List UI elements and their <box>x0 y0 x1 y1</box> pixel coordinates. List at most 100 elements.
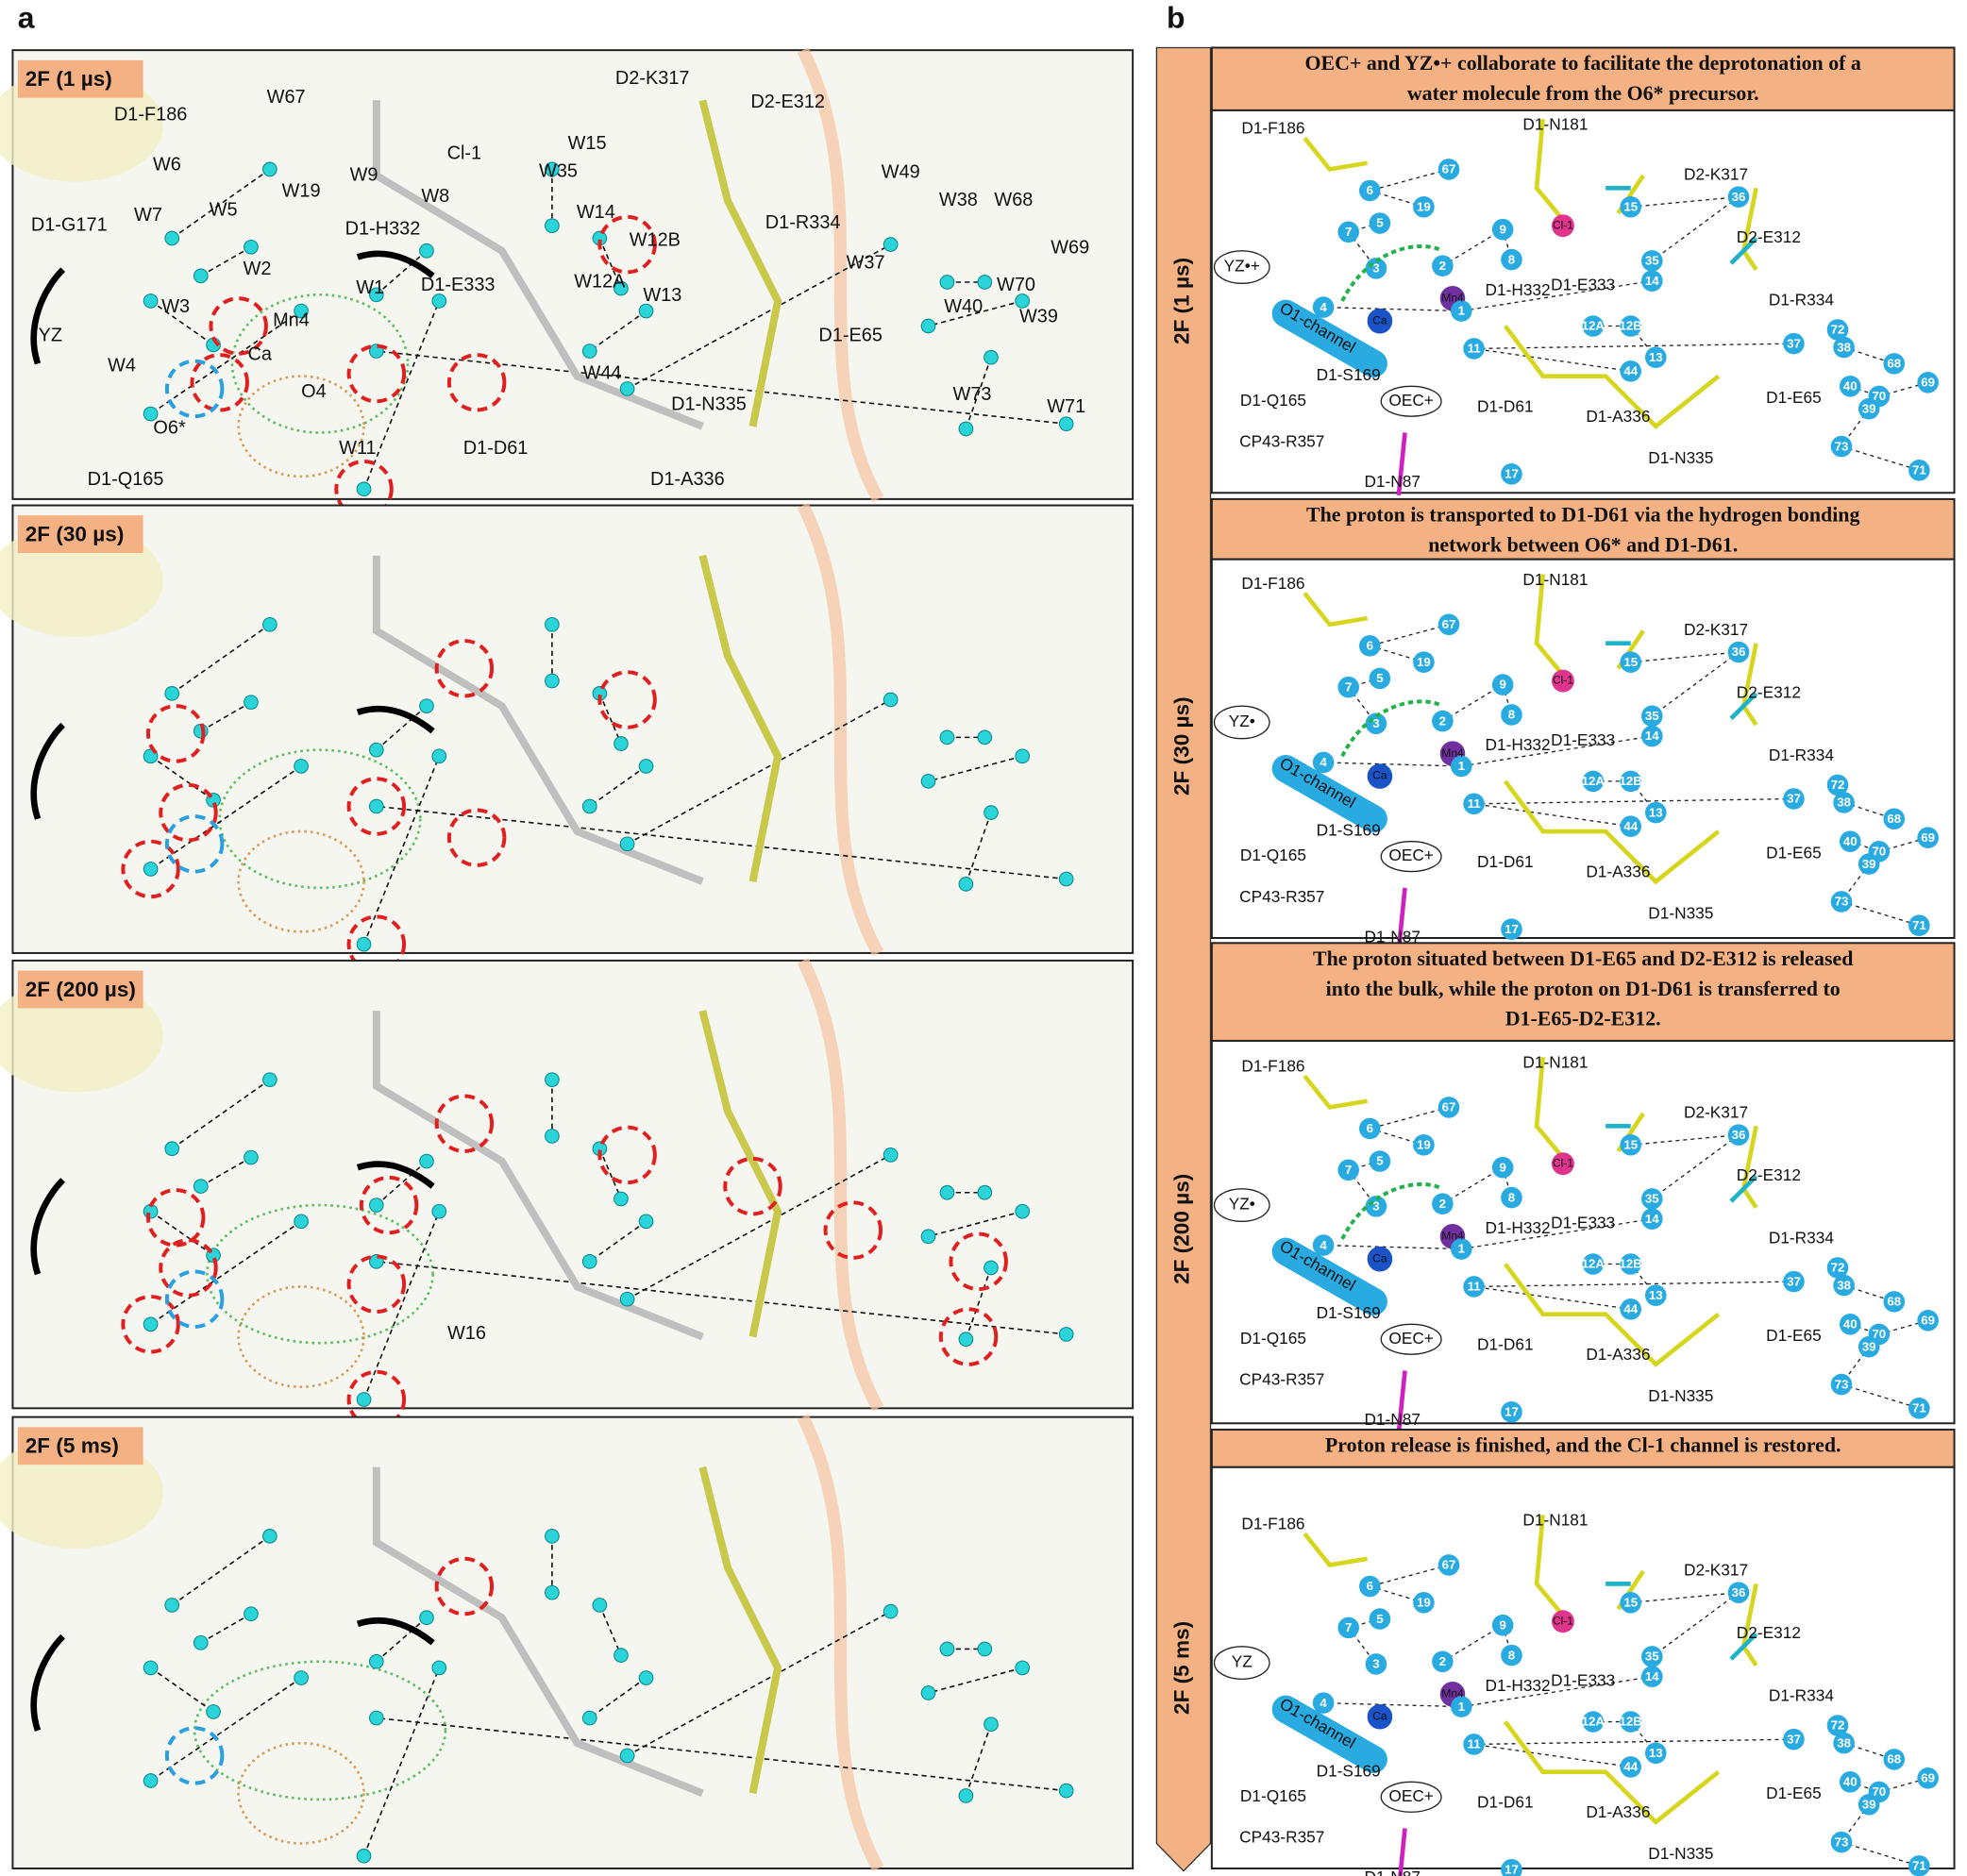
ribbon <box>797 502 884 957</box>
residue-label: Cl-1 <box>1553 674 1573 687</box>
water <box>1908 914 1930 937</box>
highlight-circle <box>190 353 249 412</box>
residue-label: D1-E333 <box>1551 1214 1615 1232</box>
water <box>419 1610 434 1626</box>
movement-arrow <box>356 250 435 278</box>
water <box>920 774 936 789</box>
water <box>1644 1742 1667 1765</box>
residue-label: D1-Q165 <box>1240 391 1306 410</box>
water <box>1839 375 1861 397</box>
water <box>1582 770 1605 793</box>
h-bond <box>200 1613 252 1644</box>
water <box>1337 221 1359 243</box>
water-label: 5 <box>1376 1154 1384 1168</box>
mechanism-step: OEC+ and YZ•+ collaborate to facilitate … <box>1169 46 1956 496</box>
water <box>1839 1771 1861 1793</box>
water <box>977 1641 993 1657</box>
ribbon <box>797 47 884 503</box>
residue-label: D1-S169 <box>1317 365 1381 384</box>
structure-label: W9 <box>350 164 378 185</box>
h-bond <box>1473 797 1794 805</box>
water <box>1858 853 1880 875</box>
residue-label: D1-F186 <box>1241 1514 1304 1533</box>
water <box>1312 751 1335 774</box>
water-label: 67 <box>1442 617 1456 631</box>
residue-label: Cl-1 <box>1553 218 1573 231</box>
water <box>1917 1767 1939 1789</box>
h-bond <box>1630 1133 1740 1146</box>
residue <box>1303 574 1758 885</box>
highlight-circle <box>346 777 407 836</box>
structure-label: Mn4 <box>273 310 310 330</box>
water <box>1620 360 1641 382</box>
highlight-circle <box>597 1125 657 1185</box>
structure-label: Cl-1 <box>447 143 482 164</box>
highlight-circle <box>209 296 268 356</box>
h-bond <box>376 350 1067 425</box>
time-label: 2F (200 µs) <box>25 978 136 1001</box>
water <box>143 293 159 309</box>
oec-badge <box>1380 841 1442 873</box>
water <box>1358 179 1381 202</box>
structure-label: W71 <box>1047 396 1085 417</box>
h-bond <box>376 1261 1067 1335</box>
water-label: 2 <box>1439 1197 1446 1211</box>
water <box>1337 1159 1359 1181</box>
h-bond <box>589 1677 647 1719</box>
structure-label: D1-R334 <box>765 212 841 233</box>
water <box>592 1598 608 1613</box>
h-bond <box>150 1211 214 1256</box>
structure-label: W70 <box>997 275 1035 295</box>
water-label: 6 <box>1367 183 1373 197</box>
water <box>244 695 259 711</box>
water <box>1358 1117 1381 1140</box>
residue-label: Ca <box>1372 769 1387 782</box>
residue-label: D2-E312 <box>1737 1623 1801 1642</box>
h-bond <box>200 1156 252 1187</box>
h-bond <box>362 300 441 490</box>
water-label: 17 <box>1505 922 1519 936</box>
water <box>1640 725 1663 747</box>
residue-label: D2-K317 <box>1684 1561 1748 1580</box>
water-label: 70 <box>1872 389 1886 403</box>
water <box>1491 1614 1514 1636</box>
h-bond <box>1630 1592 1740 1603</box>
water-label: 72 <box>1831 1718 1845 1733</box>
h-bond <box>1651 1134 1740 1199</box>
water <box>1883 353 1906 375</box>
water <box>977 729 993 745</box>
water-label: 72 <box>1831 778 1845 792</box>
residue-label: D1-S169 <box>1317 1761 1381 1780</box>
density-green <box>230 293 410 434</box>
water-label: 44 <box>1623 1760 1638 1774</box>
residue-label: D1-N181 <box>1522 570 1588 589</box>
water <box>1463 1734 1485 1755</box>
caption-line: OEC+ and YZ•+ collaborate to facilitate … <box>1305 51 1861 75</box>
water-label: 3 <box>1372 261 1379 276</box>
residue-label: D1-N87 <box>1364 472 1421 491</box>
water-label: 37 <box>1787 792 1801 806</box>
o1-channel <box>1271 1237 1387 1315</box>
residue-label: D2-E312 <box>1737 227 1801 246</box>
time-badge <box>17 970 143 1009</box>
water-label: 5 <box>1376 1612 1384 1626</box>
water-label: 4 <box>1320 1696 1327 1710</box>
water <box>958 1788 974 1803</box>
water-label: 35 <box>1645 1650 1659 1664</box>
mechanism-step: Proton release is finished, and the Cl-1… <box>1169 1428 1956 1876</box>
ca-atom <box>1367 308 1393 334</box>
mechanism-step: The proton is transported to D1-D61 via … <box>1169 497 1956 951</box>
h-bond <box>1323 1244 1462 1250</box>
highlight-circle <box>597 214 657 275</box>
water <box>1369 1608 1391 1630</box>
water-label: 37 <box>1787 1732 1801 1746</box>
highlight-circle <box>164 814 225 874</box>
content: 2F (1 µs) 2F (30 µs) 2F (200 µs) 2F (5 ms) W… <box>0 46 1956 1876</box>
water-label: 7 <box>1345 1620 1352 1634</box>
residue <box>1606 641 1758 721</box>
residue-label: D1-R334 <box>1769 1228 1834 1247</box>
cl-atom <box>1551 214 1574 238</box>
water-label: 2 <box>1439 259 1446 273</box>
h-bond <box>150 300 214 346</box>
water <box>984 805 999 820</box>
